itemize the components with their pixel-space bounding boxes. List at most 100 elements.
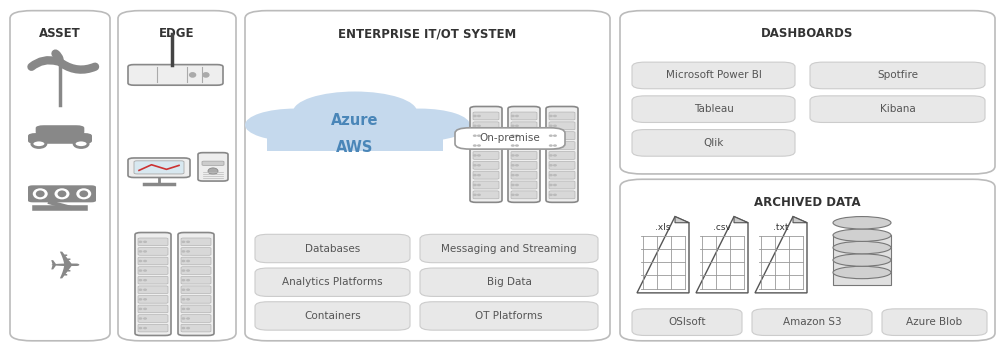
Text: Analytics Platforms: Analytics Platforms (282, 277, 383, 287)
Text: Kibana: Kibana (880, 104, 915, 114)
Ellipse shape (549, 125, 553, 127)
Text: ARCHIVED DATA: ARCHIVED DATA (754, 196, 861, 209)
Ellipse shape (549, 144, 553, 147)
Ellipse shape (477, 115, 481, 117)
Text: Azure Blob: Azure Blob (906, 317, 963, 327)
Ellipse shape (186, 298, 190, 301)
Ellipse shape (511, 115, 515, 117)
FancyBboxPatch shape (508, 106, 540, 202)
FancyBboxPatch shape (135, 233, 171, 335)
Text: DASHBOARDS: DASHBOARDS (761, 27, 854, 40)
Ellipse shape (181, 279, 185, 282)
Ellipse shape (33, 188, 48, 200)
Ellipse shape (833, 241, 891, 254)
Text: Qlik: Qlik (703, 138, 724, 148)
FancyBboxPatch shape (511, 132, 537, 140)
FancyBboxPatch shape (134, 161, 184, 174)
Ellipse shape (553, 154, 557, 157)
FancyBboxPatch shape (511, 142, 537, 149)
FancyBboxPatch shape (181, 295, 211, 303)
FancyBboxPatch shape (546, 106, 578, 202)
Ellipse shape (138, 250, 142, 253)
Text: ENTERPRISE IT/OT SYSTEM: ENTERPRISE IT/OT SYSTEM (338, 27, 517, 40)
Ellipse shape (293, 92, 417, 132)
Ellipse shape (833, 254, 891, 266)
FancyBboxPatch shape (420, 302, 598, 330)
Ellipse shape (186, 260, 190, 262)
Ellipse shape (553, 115, 557, 117)
Text: ✈: ✈ (49, 249, 81, 287)
Polygon shape (755, 217, 807, 293)
FancyBboxPatch shape (549, 171, 575, 179)
Ellipse shape (549, 193, 553, 196)
Ellipse shape (190, 73, 196, 77)
FancyBboxPatch shape (549, 122, 575, 130)
FancyBboxPatch shape (181, 305, 211, 313)
Ellipse shape (186, 327, 190, 329)
Ellipse shape (833, 229, 891, 241)
FancyBboxPatch shape (178, 233, 214, 335)
Ellipse shape (203, 73, 209, 77)
Ellipse shape (553, 164, 557, 166)
FancyBboxPatch shape (267, 124, 443, 151)
Ellipse shape (143, 260, 147, 262)
FancyBboxPatch shape (511, 191, 537, 199)
Ellipse shape (181, 298, 185, 301)
Ellipse shape (553, 144, 557, 147)
FancyBboxPatch shape (752, 309, 872, 335)
Polygon shape (734, 217, 748, 223)
FancyBboxPatch shape (882, 309, 987, 335)
FancyBboxPatch shape (473, 112, 499, 120)
Ellipse shape (515, 135, 519, 137)
Ellipse shape (79, 190, 88, 197)
FancyBboxPatch shape (473, 122, 499, 130)
FancyBboxPatch shape (138, 267, 168, 274)
Ellipse shape (138, 298, 142, 301)
Text: Azure: Azure (331, 113, 379, 128)
Polygon shape (637, 217, 689, 293)
FancyBboxPatch shape (473, 171, 499, 179)
FancyBboxPatch shape (473, 132, 499, 140)
FancyBboxPatch shape (632, 96, 795, 122)
FancyBboxPatch shape (620, 11, 995, 174)
Ellipse shape (245, 109, 345, 141)
Ellipse shape (76, 188, 91, 200)
Ellipse shape (477, 184, 481, 186)
Ellipse shape (138, 317, 142, 320)
Ellipse shape (515, 193, 519, 196)
Ellipse shape (549, 174, 553, 176)
Ellipse shape (549, 115, 553, 117)
Ellipse shape (473, 125, 477, 127)
Ellipse shape (473, 174, 477, 176)
FancyBboxPatch shape (833, 248, 891, 260)
Ellipse shape (143, 241, 147, 243)
Ellipse shape (553, 135, 557, 137)
Ellipse shape (138, 269, 142, 272)
Ellipse shape (36, 190, 45, 197)
Ellipse shape (511, 135, 515, 137)
Ellipse shape (515, 184, 519, 186)
FancyBboxPatch shape (549, 152, 575, 159)
Ellipse shape (477, 125, 481, 127)
FancyBboxPatch shape (833, 235, 891, 248)
Ellipse shape (55, 188, 69, 200)
FancyBboxPatch shape (128, 158, 190, 178)
FancyBboxPatch shape (138, 286, 168, 294)
Ellipse shape (549, 135, 553, 137)
Ellipse shape (138, 279, 142, 282)
Ellipse shape (143, 298, 147, 301)
FancyBboxPatch shape (36, 125, 84, 135)
Text: Amazon S3: Amazon S3 (783, 317, 841, 327)
Text: .xls: .xls (655, 223, 671, 232)
Ellipse shape (477, 193, 481, 196)
Ellipse shape (143, 308, 147, 310)
FancyBboxPatch shape (138, 305, 168, 313)
Ellipse shape (287, 118, 383, 149)
FancyBboxPatch shape (138, 276, 168, 284)
FancyBboxPatch shape (255, 268, 410, 296)
FancyBboxPatch shape (181, 238, 211, 246)
Ellipse shape (143, 279, 147, 282)
FancyBboxPatch shape (549, 191, 575, 199)
FancyBboxPatch shape (128, 65, 223, 85)
Ellipse shape (473, 164, 477, 166)
